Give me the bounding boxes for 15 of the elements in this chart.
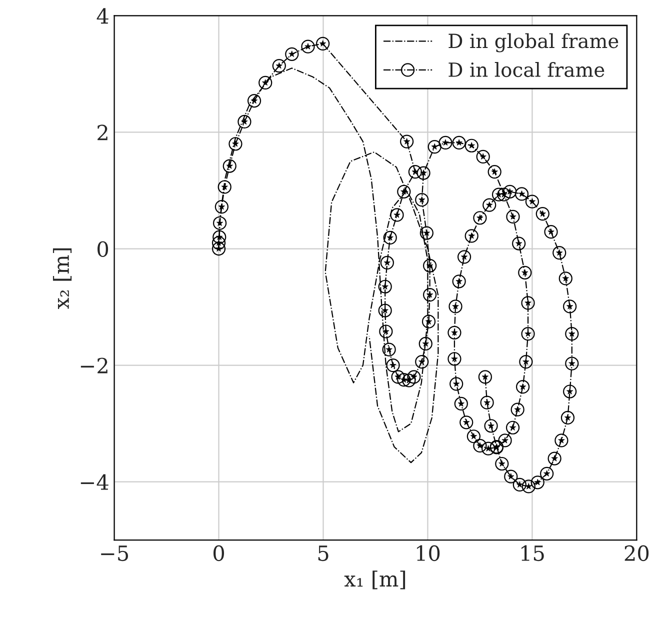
x-tick-label: −5 (101, 546, 128, 562)
y-tick-label: 4 (96, 8, 108, 24)
legend-label: D in global frame (448, 33, 618, 52)
y-axis-title: x₂ [m] (52, 248, 72, 310)
x-tick-label: 0 (214, 545, 224, 562)
y-tick-label: 2 (98, 124, 108, 140)
y-tick-label: −2 (80, 358, 108, 374)
y-tick-label: −4 (80, 474, 108, 490)
x-axis-title: x₁ [m] (344, 570, 406, 590)
legend-label: D in local frame (448, 62, 604, 78)
y-tick-label: 0 (98, 241, 108, 257)
x-tick-label: 20 (624, 545, 649, 562)
x-tick-label: 10 (417, 545, 440, 562)
x-tick-label: 5 (318, 546, 328, 562)
x-tick-label: 15 (521, 545, 544, 562)
